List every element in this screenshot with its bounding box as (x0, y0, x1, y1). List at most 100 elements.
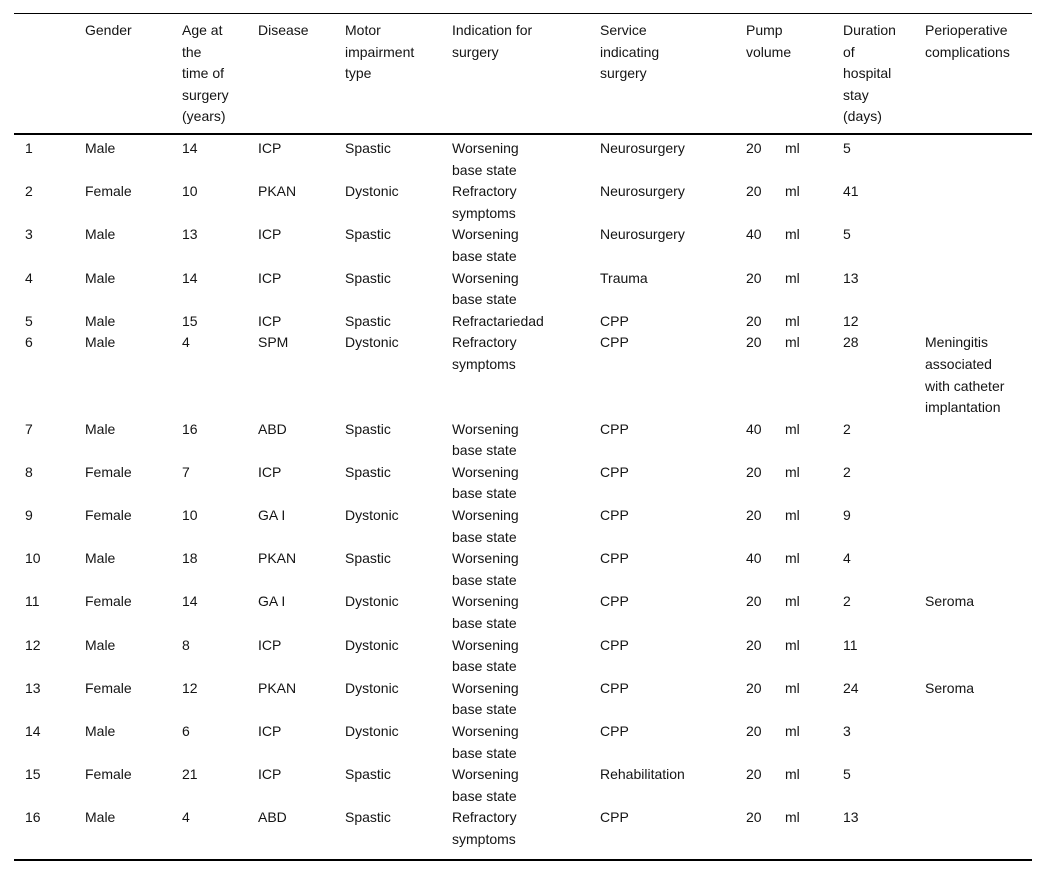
cell-pump-unit: ml (785, 636, 800, 653)
patients-table: Gender Age at the time of surgery (years… (14, 13, 1033, 861)
cell-duration: 12 (843, 312, 859, 329)
cell-pump-unit: ml (785, 809, 800, 826)
cell-service: CPP (600, 679, 629, 696)
cell-gender: Female (85, 463, 132, 480)
cell-age: 21 (182, 766, 198, 783)
cell-pump-value: 40 (746, 420, 762, 437)
cell-motor: Spastic (345, 420, 391, 437)
cell-num: 1 (25, 139, 33, 156)
cell-age: 8 (182, 636, 190, 653)
cell-pump-unit: ml (785, 420, 800, 437)
cell-disease: ICP (258, 269, 282, 286)
cell-pump-value: 40 (746, 226, 762, 243)
cell-indication: Worsening base state (452, 269, 519, 308)
cell-disease: ICP (258, 463, 282, 480)
table-row: 15 Female 21 ICP Spastic Worsening base state… (14, 764, 1032, 807)
cell-gender: Male (85, 636, 116, 653)
cell-age: 10 (182, 507, 198, 524)
cell-num: 4 (25, 269, 33, 286)
cell-age: 14 (182, 139, 198, 156)
cell-indication: Worsening base state (452, 593, 519, 632)
cell-pump-value: 20 (746, 679, 762, 696)
cell-num: 11 (25, 593, 40, 610)
cell-indication: Worsening base state (452, 463, 519, 502)
cell-complications (925, 635, 1032, 678)
cell-gender: Male (85, 139, 116, 156)
cell-disease: SPM (258, 334, 289, 351)
table-row: 2 Female 10 PKAN Dystonic Refractory symptoms… (14, 181, 1032, 224)
cell-disease: PKAN (258, 679, 297, 696)
cell-complications (925, 419, 1032, 462)
cell-indication: Worsening base state (452, 636, 519, 675)
cell-disease: ICP (258, 226, 282, 243)
cell-pump-value: 20 (746, 507, 762, 524)
header-motor-impairment: Motor impairment type (345, 13, 452, 135)
header-row-number (14, 13, 85, 135)
cell-disease: PKAN (258, 183, 297, 200)
cell-pump-value: 20 (746, 269, 762, 286)
cell-service: CPP (600, 463, 629, 480)
cell-pump-unit: ml (785, 312, 800, 329)
cell-disease: ICP (258, 636, 282, 653)
cell-complications: Seroma (925, 679, 975, 696)
table-row: 6 Male 4 SPM Dystonic Refractory symptoms CPP 2… (14, 332, 1032, 418)
cell-gender: Male (85, 226, 116, 243)
cell-num: 13 (25, 679, 41, 696)
cell-indication: Refractory symptoms (452, 183, 517, 221)
cell-age: 4 (182, 809, 190, 826)
header-age: Age at the time of surgery (years) (182, 13, 258, 135)
cell-indication: Worsening base state (452, 226, 519, 264)
cell-service: Rehabilitation (600, 766, 685, 783)
cell-service: CPP (600, 636, 629, 653)
cell-complications (925, 548, 1032, 591)
cell-age: 14 (182, 269, 198, 286)
cell-complications (925, 224, 1032, 267)
cell-num: 5 (25, 312, 33, 329)
cell-complications (925, 764, 1032, 807)
cell-duration: 2 (843, 420, 851, 437)
table-row: 12 Male 8 ICP Dystonic Worsening base state CP… (14, 635, 1032, 678)
cell-pump-unit: ml (785, 593, 800, 610)
table-header: Gender Age at the time of surgery (years… (14, 13, 1033, 135)
cell-pump-value: 20 (746, 183, 762, 200)
table-row: 13 Female 12 PKAN Dystonic Worsening base sta… (14, 678, 1032, 721)
cell-complications (925, 268, 1032, 311)
cell-duration: 24 (843, 679, 859, 696)
cell-num: 15 (25, 766, 41, 783)
cell-num: 10 (25, 550, 41, 567)
cell-duration: 5 (843, 766, 851, 783)
cell-indication: Worsening base state (452, 420, 519, 459)
cell-pump-unit: ml (785, 139, 800, 156)
cell-duration: 3 (843, 723, 851, 739)
cell-duration: 5 (843, 226, 851, 243)
cell-num: 2 (25, 183, 33, 200)
cell-duration: 13 (843, 809, 859, 826)
cell-motor: Dystonic (345, 507, 399, 524)
cell-duration: 41 (843, 183, 859, 200)
cell-motor: Spastic (345, 139, 391, 156)
cell-pump-value: 20 (746, 723, 762, 739)
cell-pump-value: 20 (746, 809, 762, 826)
cell-indication: Refractory symptoms (452, 334, 517, 372)
cell-pump-value: 20 (746, 463, 762, 480)
table-row: 11 Female 14 GA I Dystonic Worsening base sta… (14, 591, 1032, 634)
cell-disease: GA I (258, 507, 286, 524)
cell-disease: ABD (258, 420, 287, 437)
cell-pump-unit: ml (785, 766, 800, 783)
cell-duration: 2 (843, 463, 851, 480)
cell-complications (925, 721, 1032, 764)
cell-duration: 5 (843, 139, 851, 156)
cell-motor: Spastic (345, 550, 391, 567)
cell-num: 14 (25, 723, 41, 739)
cell-indication: Worsening base state (452, 507, 519, 545)
cell-pump-unit: ml (785, 550, 800, 567)
cell-motor: Spastic (345, 809, 391, 826)
cell-disease: GA I (258, 593, 286, 610)
cell-gender: Male (85, 312, 116, 329)
cell-age: 6 (182, 723, 190, 739)
header-duration: Duration of hospital stay (days) (843, 13, 926, 135)
cell-age: 10 (182, 183, 198, 200)
header-row: Gender Age at the time of surgery (years… (14, 13, 1033, 135)
cell-num: 3 (25, 226, 33, 243)
cell-gender: Male (85, 420, 116, 437)
